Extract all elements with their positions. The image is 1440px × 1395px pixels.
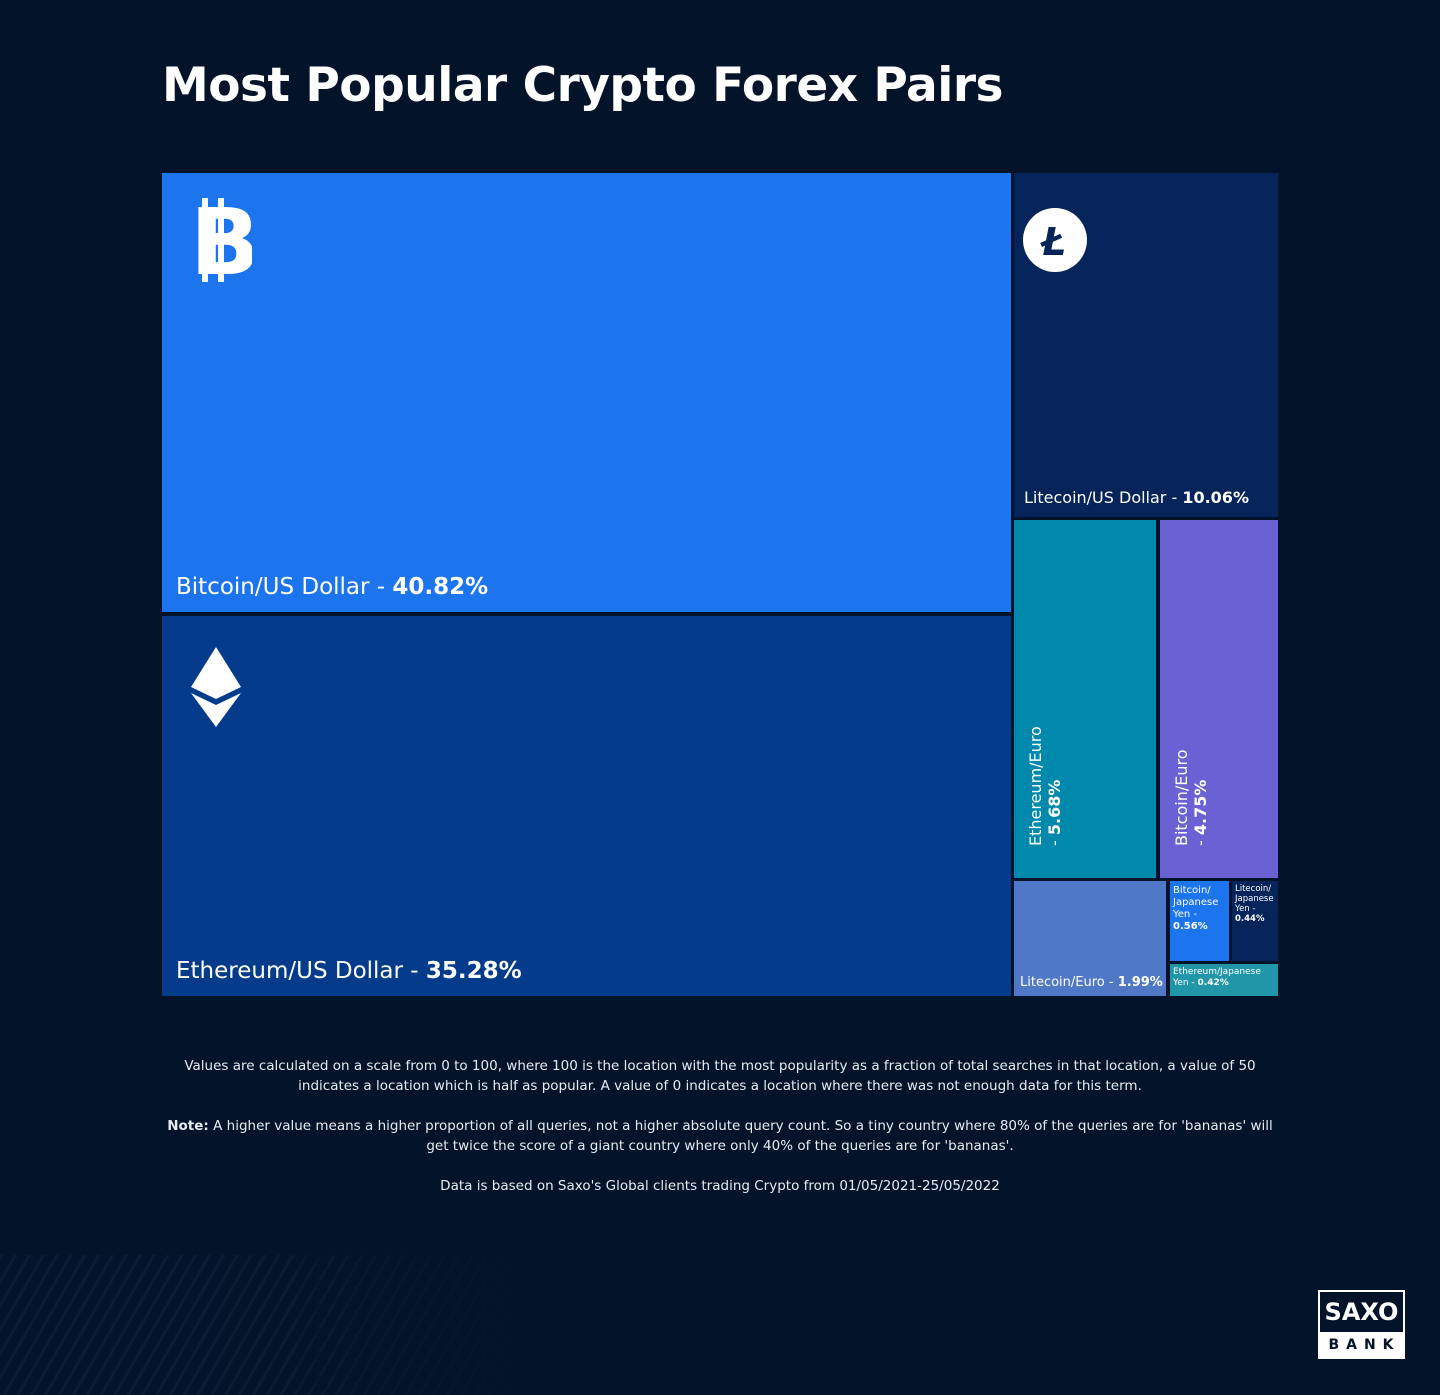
label-litecoin-jpy: Litecoin/ Japanese Yen - 0.44% xyxy=(1235,884,1274,924)
label-litecoin-usd: Litecoin/US Dollar - 10.06% xyxy=(1024,488,1249,507)
label-litecoin-euro: Litecoin/Euro - 1.99% xyxy=(1020,975,1163,990)
footnote-source: Data is based on Saxo's Global clients t… xyxy=(440,1178,1000,1194)
bitcoin-icon: B xyxy=(190,198,252,282)
tile-litecoin-jpy: Litecoin/ Japanese Yen - 0.44% xyxy=(1232,881,1278,961)
logo-top: SAXO xyxy=(1324,1298,1399,1326)
saxo-bank-logo: SAXO BANK xyxy=(1318,1290,1405,1359)
decorative-stripes xyxy=(0,1255,540,1395)
tile-bitcoin-usd: B Bitcoin/US Dollar - 40.82% xyxy=(162,173,1011,612)
label-ethereum-euro: Ethereum/Euro - 5.68% xyxy=(1026,726,1064,846)
logo-bottom: BANK xyxy=(1320,1332,1403,1359)
label-ethereum-jpy: Ethereum/Japanese Yen - 0.42% xyxy=(1173,967,1261,988)
footnote-note: Note: A higher value means a higher prop… xyxy=(167,1118,1273,1154)
tile-ethereum-jpy: Ethereum/Japanese Yen - 0.42% xyxy=(1170,964,1278,996)
label-bitcoin-usd: Bitcoin/US Dollar - 40.82% xyxy=(176,574,489,600)
label-bitcoin-euro: Bitcoin/Euro - 4.75% xyxy=(1172,749,1210,846)
litecoin-icon: Ł xyxy=(1023,208,1087,272)
tile-bitcoin-euro: Bitcoin/Euro - 4.75% xyxy=(1160,520,1278,878)
tile-bitcoin-jpy: Bitcoin/ Japanese Yen - 0.56% xyxy=(1170,881,1229,961)
footnote-scale: Values are calculated on a scale from 0 … xyxy=(184,1058,1256,1094)
chart-title: Most Popular Crypto Forex Pairs xyxy=(162,58,1004,113)
tile-litecoin-usd: Ł Litecoin/US Dollar - 10.06% xyxy=(1014,173,1278,517)
label-bitcoin-jpy: Bitcoin/ Japanese Yen - 0.56% xyxy=(1173,885,1219,932)
footnotes: Values are calculated on a scale from 0 … xyxy=(162,1056,1278,1216)
svg-text:Ł: Ł xyxy=(1040,220,1066,264)
label-ethereum-usd: Ethereum/US Dollar - 35.28% xyxy=(176,958,522,984)
tile-ethereum-usd: Ethereum/US Dollar - 35.28% xyxy=(162,616,1011,996)
ethereum-icon xyxy=(191,647,241,727)
tile-ethereum-euro: Ethereum/Euro - 5.68% xyxy=(1014,520,1156,878)
tile-litecoin-euro: Litecoin/Euro - 1.99% xyxy=(1014,881,1166,996)
